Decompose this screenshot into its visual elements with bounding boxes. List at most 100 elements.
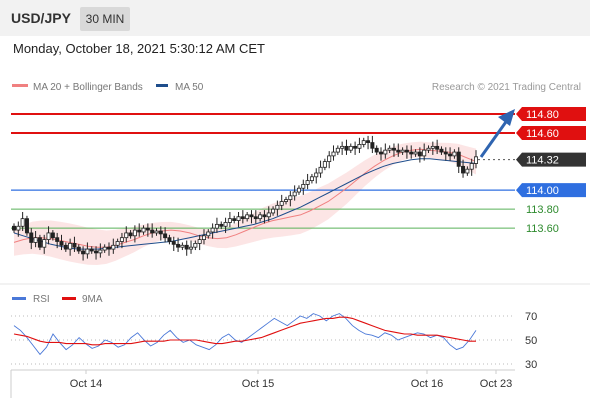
price-level-tag [516, 126, 586, 141]
candle-body [223, 222, 228, 227]
ma9-legend-swatch [62, 297, 76, 300]
price-level-tag [516, 107, 586, 122]
rsi-legend-label: RSI [33, 294, 50, 305]
candle-body [379, 151, 384, 155]
candle-body [42, 239, 47, 248]
currency-pair-title: USD/JPY [11, 10, 71, 26]
candle-body [102, 246, 107, 251]
candle-body [448, 153, 453, 157]
candle-body [473, 156, 478, 164]
candle-body [124, 232, 129, 239]
price-level-labels: 114.80 114.60 114.32 114.00 113.80 113.60 [516, 107, 586, 235]
chart-datetime: Monday, October 18, 2021 5:30:12 AM CET [13, 41, 265, 56]
candle-body [296, 187, 301, 193]
candle-body [76, 246, 81, 252]
price-level-label: 113.60 [526, 223, 559, 235]
candle-body [409, 151, 414, 155]
price-level-label: 113.80 [526, 204, 559, 216]
copyright-text: Research © 2021 Trading Central [432, 82, 581, 93]
candle-body [236, 216, 241, 221]
candle-body [189, 246, 194, 250]
x-tick-label: Oct 16 [411, 378, 443, 390]
timeframe-button[interactable]: 30 MIN [80, 7, 130, 31]
candle-body [309, 176, 314, 182]
candle-body [106, 246, 111, 250]
x-tick-label: Oct 23 [480, 378, 512, 390]
candle-body [63, 244, 68, 250]
candle-body [452, 151, 457, 157]
candle-body [422, 149, 427, 157]
candle-body [258, 214, 263, 220]
candle-body [344, 145, 349, 151]
candle-body [370, 142, 375, 149]
candle-body [456, 151, 461, 167]
price-level-label: 114.32 [526, 155, 559, 167]
candle-body [128, 232, 133, 237]
rsi-line [13, 313, 477, 356]
candlesticks [11, 135, 478, 261]
candle-body [11, 225, 16, 231]
forecast-arrow-head [498, 109, 515, 126]
x-tick-label: Oct 15 [242, 378, 274, 390]
candle-body [461, 165, 466, 174]
candle-body [214, 223, 219, 229]
ma9-legend-label: 9MA [82, 294, 103, 305]
candle-body [387, 147, 392, 151]
candle-body [50, 232, 55, 239]
candle-body [37, 237, 42, 248]
forecast-arrow-line [479, 118, 510, 158]
candle-body [366, 140, 371, 143]
candle-body [305, 180, 310, 185]
candle-body [219, 223, 224, 227]
candle-body [210, 227, 215, 233]
x-tick-label: Oct 14 [70, 378, 102, 390]
candle-body [439, 148, 444, 153]
candle-body [29, 232, 34, 243]
ma20-line [13, 148, 477, 248]
candle-body [426, 147, 431, 151]
candle-body [111, 244, 116, 250]
candle-body [357, 144, 362, 149]
candle-body [119, 237, 124, 242]
price-levels [11, 113, 515, 229]
candle-body [245, 214, 250, 220]
candle-body [314, 172, 319, 178]
candle-body [266, 212, 271, 218]
candle-body [374, 147, 379, 153]
candle-body [145, 227, 150, 231]
candle-body [89, 248, 94, 252]
candle-body [301, 184, 306, 189]
candle-body [33, 237, 38, 243]
candle-body [335, 147, 340, 153]
ma50-legend-swatch [156, 84, 168, 87]
rsi-tick-label: 70 [525, 311, 537, 323]
candle-body [253, 216, 258, 220]
candle-body [249, 214, 254, 218]
candle-body [94, 250, 99, 254]
candle-body [180, 244, 185, 248]
candle-body [158, 230, 163, 235]
candle-body [391, 147, 396, 151]
candle-body [68, 242, 73, 250]
header-bar: USD/JPY 30 MIN [0, 0, 590, 36]
candle-body [150, 229, 155, 234]
candle-body [197, 239, 202, 244]
candle-body [141, 227, 146, 233]
candle-body [16, 225, 21, 231]
rsi-ma9-line [13, 316, 476, 346]
candle-body [404, 149, 409, 153]
candle-body [46, 232, 51, 240]
candle-body [417, 151, 422, 157]
candle-body [383, 149, 388, 155]
candle-body [232, 218, 237, 221]
candle-body [137, 229, 142, 233]
candle-body [85, 248, 90, 255]
candle-body [469, 163, 474, 170]
price-level-tag [516, 152, 586, 167]
rsi-indicator: 70 50 30 [11, 311, 537, 371]
candle-body [279, 201, 284, 206]
price-level-label: 114.00 [526, 185, 559, 197]
candle-body [400, 149, 405, 153]
rsi-tick-label: 30 [525, 359, 537, 371]
